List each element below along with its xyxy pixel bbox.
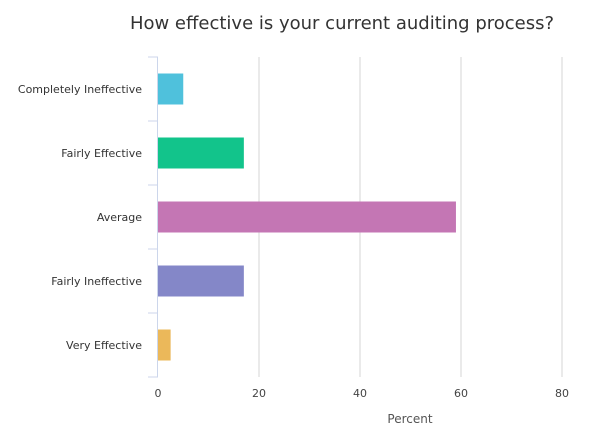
chart-title: How effective is your current auditing p…	[130, 13, 554, 34]
bars	[158, 73, 456, 361]
bar-fairly-ineffective[interactable]	[158, 265, 244, 297]
category-labels: Completely Ineffective Fairly Effective Av…	[18, 83, 142, 352]
x-tick-labels: 0 20 40 60 80	[155, 387, 570, 400]
x-tick-label: 80	[555, 387, 569, 400]
bar-very-effective[interactable]	[158, 329, 171, 361]
category-label: Average	[97, 211, 142, 224]
bar-average[interactable]	[158, 201, 456, 233]
category-label: Very Effective	[66, 339, 142, 352]
category-label: Fairly Ineffective	[51, 275, 142, 288]
x-axis-title: Percent	[387, 412, 432, 426]
x-tick-label: 60	[454, 387, 468, 400]
category-label: Completely Ineffective	[18, 83, 142, 96]
bar-completely-ineffective[interactable]	[158, 73, 184, 105]
bar-fairly-effective[interactable]	[158, 137, 244, 169]
axes	[148, 56, 158, 378]
x-tick-label: 40	[353, 387, 367, 400]
x-tick-label: 0	[155, 387, 162, 400]
x-tick-label: 20	[252, 387, 266, 400]
category-label: Fairly Effective	[61, 147, 142, 160]
